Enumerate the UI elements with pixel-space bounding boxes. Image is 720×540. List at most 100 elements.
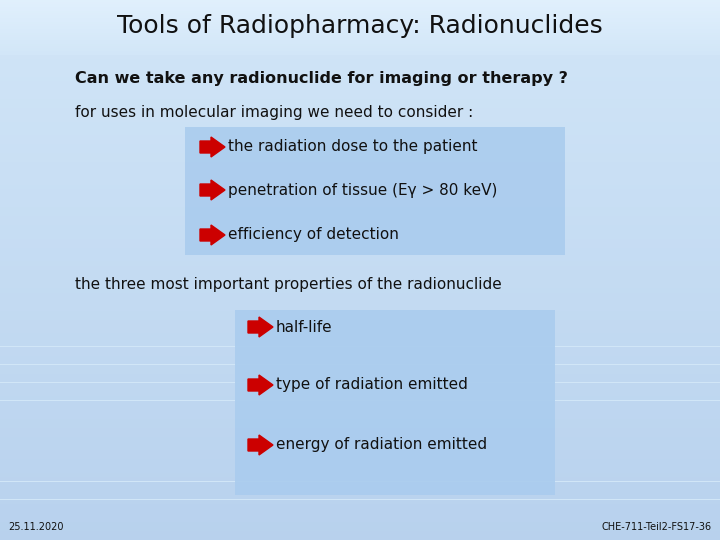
Bar [0, 189, 720, 193]
Bar [0, 342, 720, 347]
Bar [0, 531, 720, 536]
Bar [0, 392, 720, 396]
Bar [0, 463, 720, 468]
Bar [0, 99, 720, 104]
Bar [0, 482, 720, 486]
Bar [0, 40, 720, 42]
Bar [0, 17, 720, 18]
Bar [0, 504, 720, 509]
Bar [0, 338, 720, 342]
Bar [0, 387, 720, 392]
Bar [0, 81, 720, 85]
Bar [0, 293, 720, 297]
Bar [0, 58, 720, 63]
Bar [0, 122, 720, 126]
Bar [0, 513, 720, 517]
Bar [0, 20, 720, 22]
Text: Tools of Radiopharmacy: Radionuclides: Tools of Radiopharmacy: Radionuclides [117, 14, 603, 38]
Bar [0, 409, 720, 414]
Bar [0, 31, 720, 33]
Text: energy of radiation emitted: energy of radiation emitted [276, 437, 487, 453]
Bar [0, 63, 720, 68]
Bar [0, 243, 720, 247]
Bar [0, 50, 720, 54]
Bar [0, 51, 720, 53]
Bar [0, 77, 720, 81]
Bar [0, 37, 720, 38]
Text: for uses in molecular imaging we need to consider :: for uses in molecular imaging we need to… [75, 105, 473, 120]
Bar [0, 0, 720, 2]
Bar [0, 239, 720, 243]
Bar [0, 126, 720, 131]
Bar [185, 127, 565, 255]
Bar [0, 351, 720, 355]
Bar [0, 46, 720, 48]
Bar [0, 455, 720, 459]
Text: the radiation dose to the patient: the radiation dose to the patient [228, 139, 477, 154]
Polygon shape [200, 225, 225, 245]
Bar [0, 104, 720, 108]
Bar [0, 382, 720, 387]
Bar [0, 53, 720, 55]
Bar [0, 428, 720, 432]
Bar [0, 364, 720, 369]
Bar [0, 225, 720, 229]
Bar [0, 22, 720, 24]
Bar [0, 144, 720, 148]
Bar [0, 153, 720, 158]
Text: penetration of tissue (Eγ > 80 keV): penetration of tissue (Eγ > 80 keV) [228, 183, 498, 198]
Bar [0, 418, 720, 423]
Bar [0, 490, 720, 495]
Bar [0, 517, 720, 522]
Bar [0, 360, 720, 364]
Bar [0, 468, 720, 472]
Bar [0, 35, 720, 37]
Bar [0, 139, 720, 144]
Text: half-life: half-life [276, 320, 333, 334]
Bar [0, 230, 720, 234]
Bar [0, 90, 720, 94]
Bar [0, 220, 720, 225]
Bar [0, 414, 720, 418]
Bar [0, 185, 720, 189]
Bar [0, 72, 720, 77]
Text: type of radiation emitted: type of radiation emitted [276, 377, 468, 393]
Bar [0, 14, 720, 18]
Bar [0, 522, 720, 526]
Bar [0, 5, 720, 8]
Bar [0, 423, 720, 428]
Bar [0, 48, 720, 50]
Bar [0, 536, 720, 540]
Bar [0, 270, 720, 274]
Polygon shape [248, 435, 273, 455]
Bar [0, 252, 720, 256]
Bar [0, 274, 720, 279]
Bar [0, 11, 720, 13]
Bar [0, 40, 720, 45]
Text: CHE-711-Teil2-FS17-36: CHE-711-Teil2-FS17-36 [602, 522, 712, 532]
Bar [0, 247, 720, 252]
Text: Can we take any radionuclide for imaging or therapy ?: Can we take any radionuclide for imaging… [75, 71, 568, 85]
Bar [0, 495, 720, 500]
Bar [0, 198, 720, 202]
Bar [0, 369, 720, 374]
Bar [0, 31, 720, 36]
Bar [0, 288, 720, 293]
Bar [0, 38, 720, 40]
Bar [0, 33, 720, 35]
Bar [0, 320, 720, 324]
Bar [0, 526, 720, 531]
Bar [0, 284, 720, 288]
Bar [0, 261, 720, 266]
Bar [0, 0, 720, 45]
Bar [0, 436, 720, 441]
Bar [0, 441, 720, 445]
Bar [0, 15, 720, 17]
Bar [0, 333, 720, 338]
Bar [0, 500, 720, 504]
Bar [0, 378, 720, 382]
Bar [0, 68, 720, 72]
Bar [0, 315, 720, 320]
Bar [0, 94, 720, 99]
Bar [0, 27, 720, 31]
